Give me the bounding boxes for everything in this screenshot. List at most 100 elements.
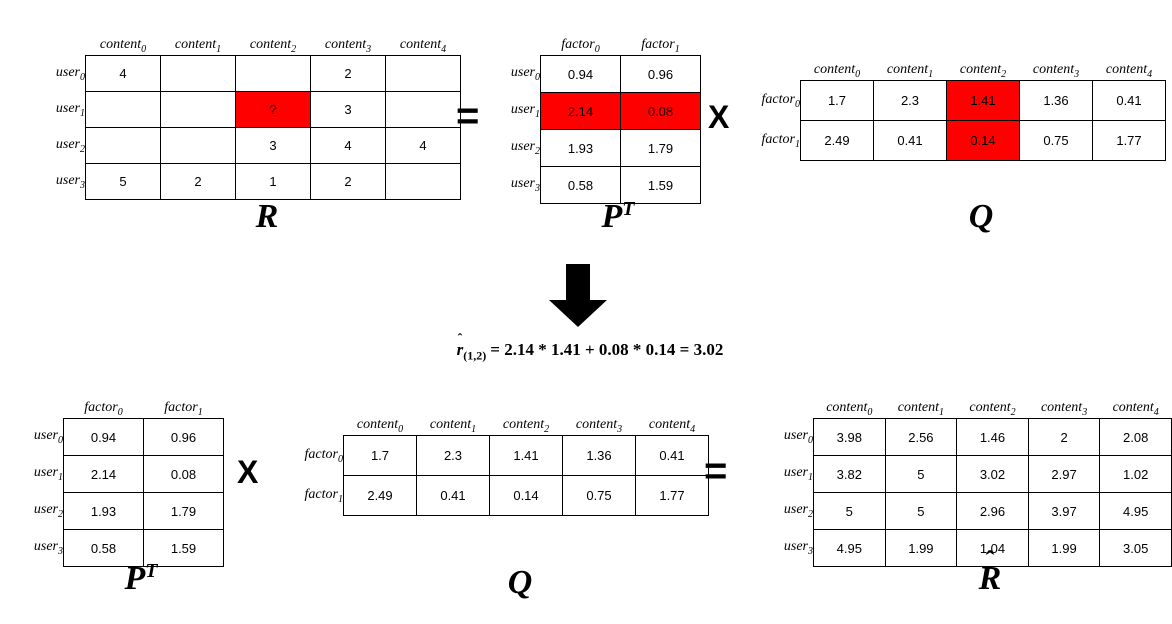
row-header: user3 [33,539,63,557]
matrix-cell: 2 [310,163,386,200]
matrix-cell: 5 [884,455,958,493]
matrix-cell: 3.02 [956,455,1029,493]
column-header: content2 [959,62,1007,80]
matrix-cell: 1.46 [956,418,1029,456]
matrix-cell: 4 [310,127,386,164]
column-header: content1 [429,417,477,435]
matrix-cell: 2.3 [416,435,490,476]
matrix-cell: 3 [310,91,386,128]
matrix-cell: 4.95 [813,529,886,567]
matrix-cell: 1.41 [489,435,563,476]
matrix-cell: 1.93 [63,492,144,530]
matrix-table: content0 content1 content2 content3 content4… [281,413,709,516]
row-header: user0 [55,64,85,83]
matrix-cell: 1.99 [884,529,958,567]
matrix-cell: 5 [813,492,886,530]
matrix-label-Q-top: Q [968,198,994,236]
matrix-corner [281,413,344,436]
equals-sign-top: = [456,94,480,138]
column-header: content4 [399,37,447,55]
matrix-cell: 2 [1027,418,1101,456]
row-header: factor1 [304,486,343,505]
matrix-cell: 1.04 [956,529,1029,567]
matrix-cell [85,91,161,128]
row-header: user2 [33,502,63,520]
column-header: content4 [1112,400,1159,418]
column-header: content3 [324,37,372,55]
row-header: user2 [510,139,540,157]
matrix-label-R: R [255,198,279,236]
matrix-table: content0 content1 content2 content3 content4… [27,33,461,200]
row-header: user3 [783,539,813,557]
row-header: user0 [783,428,813,446]
matrix-cell: 2.49 [343,475,417,516]
column-header: factor0 [561,37,600,55]
column-header: content2 [249,37,297,55]
column-header: content1 [897,400,944,418]
matrix-cell: 0.94 [540,55,621,93]
row-header: user3 [55,172,85,191]
row-header: user1 [55,100,85,119]
matrix-cell: 0.75 [562,475,636,516]
matrix-cell: 1.59 [143,529,224,567]
times-sign-bottom: X [237,454,259,490]
matrix-cell: 5 [85,163,161,200]
matrix-cell: 2.14 [63,455,144,493]
matrix-cell: 1.7 [343,435,417,476]
matrix-cell: 0.94 [63,418,144,456]
matrix-cell: 0.41 [873,120,947,161]
matrix-corner [755,396,814,419]
column-header: factor1 [641,37,680,55]
matrix-Q-top: content0 content1 content2 content3 content4… [738,58,1166,161]
matrix-cell: 1.7 [800,80,874,121]
matrix-cell: 2.14 [540,92,621,130]
matrix-cell: 2.56 [884,418,958,456]
matrix-cell: 0.75 [1019,120,1093,161]
matrix-cell: 3.97 [1027,492,1101,530]
column-header: content2 [502,417,550,435]
matrix-PT-top: factor0 factor1 user0 0.94 0.96 user1 2.14 0.08… [482,33,701,204]
row-header: user2 [55,136,85,155]
matrix-cell: 1.77 [1092,120,1166,161]
matrix-label-Q-bottom: Q [507,564,533,602]
matrix-cell [385,91,461,128]
matrix-cell: 2.3 [873,80,947,121]
down-arrow-icon [549,264,607,327]
prediction-formula: ˆ r(1,2) = 2.14 * 1.41 + 0.08 * 0.14 = 3.0… [456,332,724,363]
matrix-table: content0 content1 content2 content3 content4… [738,58,1166,161]
matrix-cell [385,163,461,200]
matrix-cell: 4 [85,55,161,92]
matrix-cell: 1.59 [620,166,701,204]
hat-accent: ˆ [457,332,463,347]
matrix-cell: 0.41 [416,475,490,516]
matrix-cell [235,55,311,92]
matrix-cell: 1.99 [1027,529,1101,567]
matrix-cell: 2.49 [800,120,874,161]
column-header: content4 [648,417,696,435]
matrix-R: content0 content1 content2 content3 content4… [27,33,461,200]
column-header: content0 [826,400,873,418]
column-header: content3 [1032,62,1080,80]
column-header: content0 [813,62,861,80]
matrix-cell: 1.79 [143,492,224,530]
equals-sign-bottom: = [704,449,728,493]
matrix-cell: ? [235,91,311,128]
matrix-table: factor0 factor1 user0 0.94 0.96 user1 2.14 0.08… [5,396,224,567]
matrix-cell: 4.95 [1099,492,1172,530]
matrix-cell: 0.96 [143,418,224,456]
column-header: content0 [99,37,147,55]
matrix-Rhat: content0 content1 content2 content3 content4… [755,396,1172,567]
matrix-Q-bottom: content0 content1 content2 content3 content4… [281,413,709,516]
matrix-cell [385,55,461,92]
matrix-cell: 1.77 [635,475,709,516]
matrix-cell: 3.82 [813,455,886,493]
column-header: factor1 [164,400,203,418]
matrix-cell: 1.93 [540,129,621,167]
matrix-cell: 4 [385,127,461,164]
matrix-cell [160,127,236,164]
matrix-cell: 0.58 [63,529,144,567]
matrix-corner [482,33,541,56]
column-header: content4 [1105,62,1153,80]
